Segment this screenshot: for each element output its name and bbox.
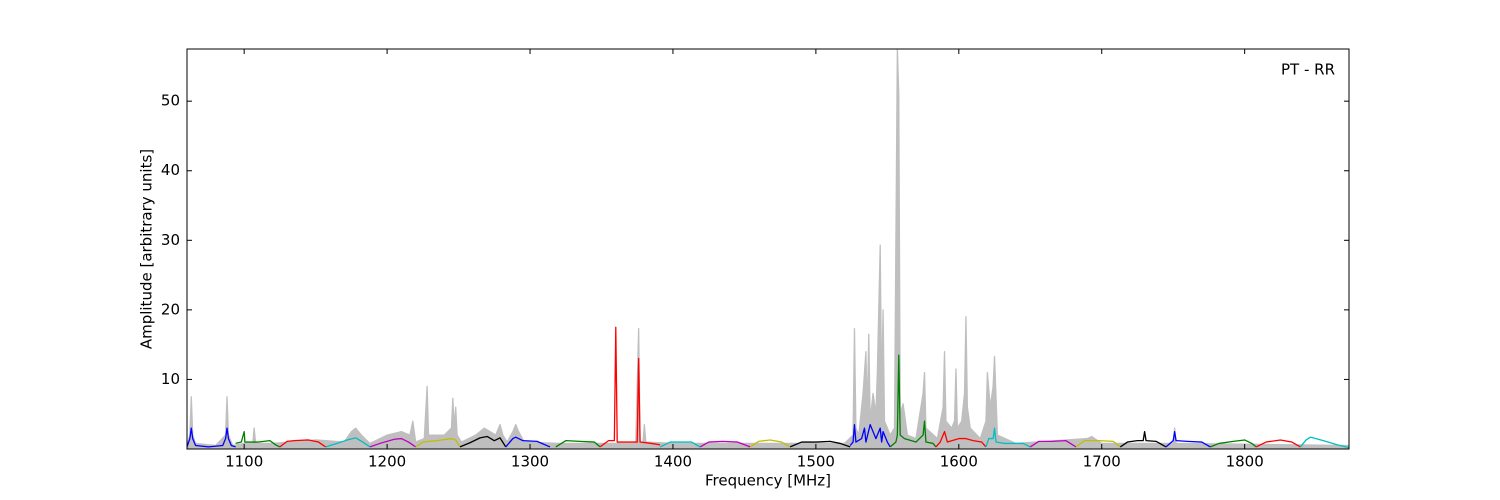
x-tick-label: 1600 (940, 453, 978, 471)
series-line (749, 439, 791, 448)
series-line (985, 427, 1031, 448)
series-line (789, 440, 851, 448)
series-line (1210, 439, 1257, 448)
series-line (505, 436, 551, 448)
series-line (1119, 430, 1167, 448)
series-line (889, 354, 937, 448)
series-line (415, 437, 461, 448)
series-line (325, 437, 371, 448)
y-tick-label: 40 (161, 161, 180, 179)
x-tick-label: 1200 (368, 453, 406, 471)
series-area (187, 49, 1349, 449)
series-line (459, 435, 507, 448)
x-tick-label: 1800 (1226, 453, 1264, 471)
y-tick-label: 50 (161, 92, 180, 110)
y-tick-label: 10 (161, 370, 180, 388)
series-line (555, 440, 601, 448)
y-axis-label: Amplitude [arbitrary units] (138, 149, 156, 349)
series-line (699, 440, 751, 448)
series-line (849, 424, 891, 448)
x-tick-label: 1500 (797, 453, 835, 471)
series-line (1299, 436, 1349, 449)
series-line (279, 439, 327, 448)
x-tick-label: 1300 (511, 453, 549, 471)
axes-frame (186, 48, 1350, 450)
y-tick-label: 20 (161, 300, 180, 318)
series-line (599, 326, 661, 448)
series-line (659, 441, 701, 448)
plot-area (187, 49, 1349, 449)
y-tick-label: 30 (161, 231, 180, 249)
annotation: PT - RR (1281, 61, 1335, 79)
series-line (1165, 430, 1211, 448)
series-line (1075, 440, 1121, 448)
x-tick-label: 1100 (225, 453, 263, 471)
series-line (935, 430, 987, 448)
series-line (235, 430, 281, 448)
series-line (1255, 439, 1301, 448)
x-tick-label: 1400 (654, 453, 692, 471)
series-line (369, 437, 417, 448)
series-line (187, 427, 236, 448)
x-axis-label: Frequency [MHz] (705, 472, 831, 490)
series-line (1029, 440, 1077, 448)
x-tick-label: 1700 (1083, 453, 1121, 471)
